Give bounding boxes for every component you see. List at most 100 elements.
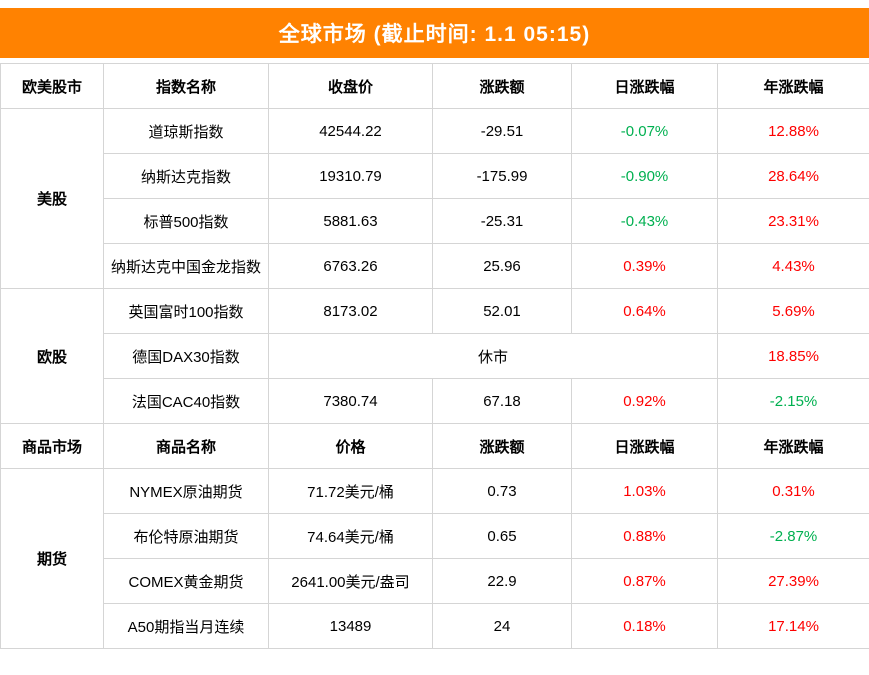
page-title: 全球市场 (截止时间: 1.1 05:15): [279, 18, 590, 48]
pct-value: 28.64%: [768, 168, 819, 185]
day-pct-cell: -0.90%: [572, 154, 718, 199]
table-row: 德国DAX30指数 休市 18.85%: [1, 334, 869, 379]
price-cell: 74.64美元/桶: [269, 514, 433, 559]
price-cell: 2641.00美元/盎司: [269, 559, 433, 604]
pct-value: -0.07%: [621, 123, 669, 140]
index-name-cell: 德国DAX30指数: [104, 334, 269, 379]
pct-value: 0.64%: [623, 303, 666, 320]
close-price-cell: 6763.26: [269, 244, 433, 289]
day-pct-cell: -0.07%: [572, 109, 718, 154]
year-pct-cell: 5.69%: [718, 289, 869, 334]
close-price-cell: 19310.79: [269, 154, 433, 199]
price-cell: 71.72美元/桶: [269, 469, 433, 514]
column-header-close: 收盘价: [269, 64, 433, 109]
year-pct-cell: 28.64%: [718, 154, 869, 199]
commodity-name-cell: 布伦特原油期货: [104, 514, 269, 559]
pct-value: 0.18%: [623, 618, 666, 635]
table-row: A50期指当月连续 13489 24 0.18% 17.14%: [1, 604, 869, 649]
year-pct-cell: 23.31%: [718, 199, 869, 244]
change-amount-cell: 0.73: [433, 469, 572, 514]
table-row: 纳斯达克指数 19310.79 -175.99 -0.90% 28.64%: [1, 154, 869, 199]
title-bar: 全球市场 (截止时间: 1.1 05:15): [0, 8, 869, 58]
pct-value: -2.15%: [770, 393, 818, 410]
year-pct-cell: -2.15%: [718, 379, 869, 424]
change-amount-cell: 24: [433, 604, 572, 649]
change-amount-cell: 22.9: [433, 559, 572, 604]
section-label-stocks: 欧美股市: [1, 64, 104, 109]
day-pct-cell: 0.87%: [572, 559, 718, 604]
year-pct-cell: -2.87%: [718, 514, 869, 559]
commodity-name-cell: A50期指当月连续: [104, 604, 269, 649]
index-name-cell: 标普500指数: [104, 199, 269, 244]
pct-value: -2.87%: [770, 528, 818, 545]
pct-value: 0.31%: [772, 483, 815, 500]
pct-value: 0.39%: [623, 258, 666, 275]
column-header-price: 价格: [269, 424, 433, 469]
index-name-cell: 纳斯达克指数: [104, 154, 269, 199]
column-header-day-pct: 日涨跌幅: [572, 64, 718, 109]
pct-value: 5.69%: [772, 303, 815, 320]
change-amount-cell: 0.65: [433, 514, 572, 559]
column-header-change: 涨跌额: [433, 424, 572, 469]
pct-value: 4.43%: [772, 258, 815, 275]
change-amount-cell: 25.96: [433, 244, 572, 289]
index-name-cell: 法国CAC40指数: [104, 379, 269, 424]
pct-value: 0.92%: [623, 393, 666, 410]
day-pct-cell: 1.03%: [572, 469, 718, 514]
pct-value: 12.88%: [768, 123, 819, 140]
table-row: 布伦特原油期货 74.64美元/桶 0.65 0.88% -2.87%: [1, 514, 869, 559]
group-label-eu-stocks: 欧股: [1, 289, 104, 424]
pct-value: 0.87%: [623, 573, 666, 590]
column-header-year-pct: 年涨跌幅: [718, 64, 869, 109]
column-header-name: 商品名称: [104, 424, 269, 469]
close-price-cell: 42544.22: [269, 109, 433, 154]
price-cell: 13489: [269, 604, 433, 649]
table-row: 美股 道琼斯指数 42544.22 -29.51 -0.07% 12.88%: [1, 109, 869, 154]
year-pct-cell: 17.14%: [718, 604, 869, 649]
year-pct-cell: 18.85%: [718, 334, 869, 379]
column-header-name: 指数名称: [104, 64, 269, 109]
pct-value: 23.31%: [768, 213, 819, 230]
table-row: 欧股 英国富时100指数 8173.02 52.01 0.64% 5.69%: [1, 289, 869, 334]
pct-value: 0.88%: [623, 528, 666, 545]
change-amount-cell: -175.99: [433, 154, 572, 199]
column-header-change: 涨跌额: [433, 64, 572, 109]
day-pct-cell: 0.64%: [572, 289, 718, 334]
index-name-cell: 纳斯达克中国金龙指数: [104, 244, 269, 289]
year-pct-cell: 4.43%: [718, 244, 869, 289]
pct-value: -0.43%: [621, 213, 669, 230]
group-label-futures: 期货: [1, 469, 104, 649]
change-amount-cell: 52.01: [433, 289, 572, 334]
day-pct-cell: 0.18%: [572, 604, 718, 649]
table-row: 标普500指数 5881.63 -25.31 -0.43% 23.31%: [1, 199, 869, 244]
day-pct-cell: -0.43%: [572, 199, 718, 244]
pct-value: 18.85%: [768, 348, 819, 365]
table-row: 期货 NYMEX原油期货 71.72美元/桶 0.73 1.03% 0.31%: [1, 469, 869, 514]
change-amount-cell: -29.51: [433, 109, 572, 154]
pct-value: 27.39%: [768, 573, 819, 590]
section-label-commodities: 商品市场: [1, 424, 104, 469]
change-amount-cell: -25.31: [433, 199, 572, 244]
group-label-us-stocks: 美股: [1, 109, 104, 289]
table-row: 法国CAC40指数 7380.74 67.18 0.92% -2.15%: [1, 379, 869, 424]
commodity-name-cell: COMEX黄金期货: [104, 559, 269, 604]
market-closed-cell: 休市: [269, 334, 718, 379]
day-pct-cell: 0.92%: [572, 379, 718, 424]
day-pct-cell: 0.39%: [572, 244, 718, 289]
index-name-cell: 道琼斯指数: [104, 109, 269, 154]
table-row: COMEX黄金期货 2641.00美元/盎司 22.9 0.87% 27.39%: [1, 559, 869, 604]
year-pct-cell: 27.39%: [718, 559, 869, 604]
table-row: 纳斯达克中国金龙指数 6763.26 25.96 0.39% 4.43%: [1, 244, 869, 289]
column-header-day-pct: 日涨跌幅: [572, 424, 718, 469]
stocks-header-row: 欧美股市 指数名称 收盘价 涨跌额 日涨跌幅 年涨跌幅: [1, 64, 869, 109]
column-header-year-pct: 年涨跌幅: [718, 424, 869, 469]
index-name-cell: 英国富时100指数: [104, 289, 269, 334]
close-price-cell: 7380.74: [269, 379, 433, 424]
pct-value: -0.90%: [621, 168, 669, 185]
change-amount-cell: 67.18: [433, 379, 572, 424]
year-pct-cell: 12.88%: [718, 109, 869, 154]
market-table: 欧美股市 指数名称 收盘价 涨跌额 日涨跌幅 年涨跌幅 美股 道琼斯指数 425…: [0, 63, 869, 649]
close-price-cell: 8173.02: [269, 289, 433, 334]
pct-value: 1.03%: [623, 483, 666, 500]
pct-value: 17.14%: [768, 618, 819, 635]
